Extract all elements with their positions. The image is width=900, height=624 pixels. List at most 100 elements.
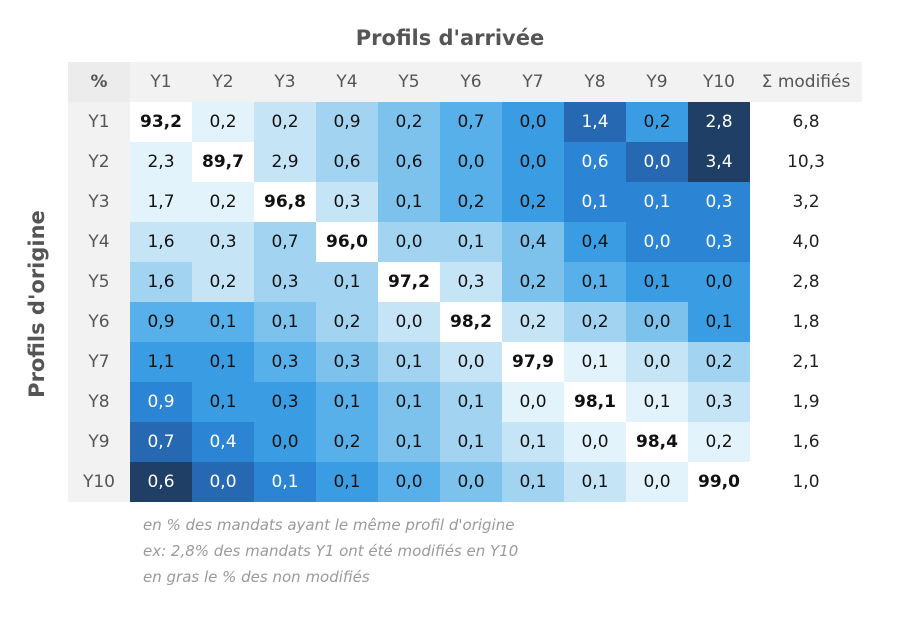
- heatmap-cell: 0,1: [440, 382, 502, 422]
- row-header: Y5: [68, 262, 130, 302]
- column-header: Y4: [316, 62, 378, 102]
- row-header: Y6: [68, 302, 130, 342]
- column-header: Y5: [378, 62, 440, 102]
- heatmap-cell: 0,0: [378, 302, 440, 342]
- heatmap-cell: 0,2: [316, 422, 378, 462]
- heatmap-cell: 98,4: [626, 422, 688, 462]
- heatmap-cell: 96,8: [254, 182, 316, 222]
- heatmap-cell: 0,6: [316, 142, 378, 182]
- heatmap-cell: 2,9: [254, 142, 316, 182]
- heatmap-cell: 0,0: [378, 222, 440, 262]
- heatmap-cell: 0,3: [254, 382, 316, 422]
- heatmap-cell: 0,3: [688, 222, 750, 262]
- heatmap-cell: 0,4: [502, 222, 564, 262]
- sum-cell: 10,3: [750, 142, 862, 182]
- heatmap-row: Y1 93,2 0,2 0,2 0,9 0,2 0,7 0,0 1,4 0,2 2,8 6,8: [68, 102, 862, 142]
- heatmap-cell: 0,1: [626, 262, 688, 302]
- heatmap-cell: 0,9: [316, 102, 378, 142]
- heatmap-cell: 1,4: [564, 102, 626, 142]
- heatmap-cell: 1,1: [130, 342, 192, 382]
- header-row: % Y1 Y2 Y3 Y4 Y5 Y6 Y7 Y8 Y9 Y10 Σ modif…: [68, 62, 862, 102]
- sum-column-header: Σ modifiés: [750, 62, 862, 102]
- heatmap-cell: 0,2: [254, 102, 316, 142]
- heatmap-row: Y6 0,9 0,1 0,1 0,2 0,0 98,2 0,2 0,2 0,0 0,1 1,8: [68, 302, 862, 342]
- sum-cell: 3,2: [750, 182, 862, 222]
- column-header: Y9: [626, 62, 688, 102]
- heatmap-cell: 0,1: [564, 262, 626, 302]
- heatmap-cell: 96,0: [316, 222, 378, 262]
- sum-cell: 4,0: [750, 222, 862, 262]
- heatmap-cell: 0,2: [378, 102, 440, 142]
- column-header: Y8: [564, 62, 626, 102]
- sum-cell: 1,0: [750, 462, 862, 502]
- heatmap-cell: 0,0: [378, 462, 440, 502]
- heatmap-cell: 0,3: [440, 262, 502, 302]
- sum-cell: 6,8: [750, 102, 862, 142]
- heatmap-cell: 0,2: [502, 302, 564, 342]
- chart-title: Profils d'arrivée: [355, 26, 545, 50]
- footnote-line-1: en % des mandats ayant le même profil d'…: [143, 516, 515, 534]
- heatmap-cell: 0,0: [626, 462, 688, 502]
- heatmap-cell: 0,7: [254, 222, 316, 262]
- sum-cell: 1,6: [750, 422, 862, 462]
- heatmap-cell: 0,0: [502, 142, 564, 182]
- heatmap-cell: 0,3: [316, 342, 378, 382]
- heatmap-cell: 0,1: [192, 302, 254, 342]
- heatmap-row: Y10 0,6 0,0 0,1 0,1 0,0 0,0 0,1 0,1 0,0 99,0 1,0: [68, 462, 862, 502]
- heatmap-cell: 0,1: [316, 262, 378, 302]
- heatmap-cell: 0,2: [316, 302, 378, 342]
- heatmap-row: Y4 1,6 0,3 0,7 96,0 0,0 0,1 0,4 0,4 0,0 0,3 4,0: [68, 222, 862, 262]
- heatmap-cell: 97,9: [502, 342, 564, 382]
- heatmap-cell: 0,1: [378, 422, 440, 462]
- heatmap-cell: 0,0: [688, 262, 750, 302]
- sum-cell: 1,9: [750, 382, 862, 422]
- heatmap-cell: 0,6: [130, 462, 192, 502]
- column-header: Y6: [440, 62, 502, 102]
- heatmap-cell: 0,0: [440, 342, 502, 382]
- heatmap-row: Y9 0,7 0,4 0,0 0,2 0,1 0,1 0,1 0,0 98,4 0,2 1,6: [68, 422, 862, 462]
- heatmap-cell: 98,2: [440, 302, 502, 342]
- heatmap-cell: 0,3: [254, 262, 316, 302]
- heatmap-cell: 0,0: [626, 302, 688, 342]
- heatmap-cell: 0,0: [192, 462, 254, 502]
- heatmap-cell: 97,2: [378, 262, 440, 302]
- heatmap-cell: 0,1: [378, 382, 440, 422]
- heatmap-cell: 0,4: [192, 422, 254, 462]
- heatmap-cell: 93,2: [130, 102, 192, 142]
- heatmap-cell: 0,0: [626, 222, 688, 262]
- heatmap-cell: 0,0: [440, 462, 502, 502]
- heatmap-cell: 2,3: [130, 142, 192, 182]
- heatmap-row: Y8 0,9 0,1 0,3 0,1 0,1 0,1 0,0 98,1 0,1 0,3 1,9: [68, 382, 862, 422]
- heatmap-cell: 0,1: [316, 462, 378, 502]
- heatmap-cell: 0,2: [192, 182, 254, 222]
- heatmap-cell: 0,0: [502, 102, 564, 142]
- heatmap-cell: 0,4: [564, 222, 626, 262]
- column-header: Y2: [192, 62, 254, 102]
- heatmap-cell: 0,2: [626, 102, 688, 142]
- column-header: Y7: [502, 62, 564, 102]
- heatmap-cell: 0,1: [440, 222, 502, 262]
- row-header: Y3: [68, 182, 130, 222]
- heatmap-cell: 1,6: [130, 222, 192, 262]
- corner-label: %: [68, 62, 130, 102]
- heatmap-cell: 0,0: [440, 142, 502, 182]
- column-header: Y3: [254, 62, 316, 102]
- heatmap-cell: 0,0: [564, 422, 626, 462]
- heatmap-cell: 0,1: [316, 382, 378, 422]
- heatmap-cell: 0,1: [688, 302, 750, 342]
- heatmap-cell: 0,0: [626, 142, 688, 182]
- heatmap-cell: 99,0: [688, 462, 750, 502]
- heatmap-cell: 0,2: [688, 422, 750, 462]
- heatmap-cell: 0,1: [440, 422, 502, 462]
- heatmap-cell: 0,1: [192, 342, 254, 382]
- heatmap-table: % Y1 Y2 Y3 Y4 Y5 Y6 Y7 Y8 Y9 Y10 Σ modif…: [68, 62, 862, 502]
- heatmap-body: Y1 93,2 0,2 0,2 0,9 0,2 0,7 0,0 1,4 0,2 2,8 6,8 Y2 2,…: [68, 102, 862, 502]
- y-axis-label: Profils d'origine: [25, 210, 49, 398]
- heatmap-cell: 1,7: [130, 182, 192, 222]
- heatmap-cell: 0,6: [564, 142, 626, 182]
- heatmap-cell: 89,7: [192, 142, 254, 182]
- heatmap-cell: 0,1: [254, 462, 316, 502]
- heatmap-cell: 0,2: [440, 182, 502, 222]
- heatmap-cell: 0,1: [626, 382, 688, 422]
- heatmap-cell: 0,1: [502, 422, 564, 462]
